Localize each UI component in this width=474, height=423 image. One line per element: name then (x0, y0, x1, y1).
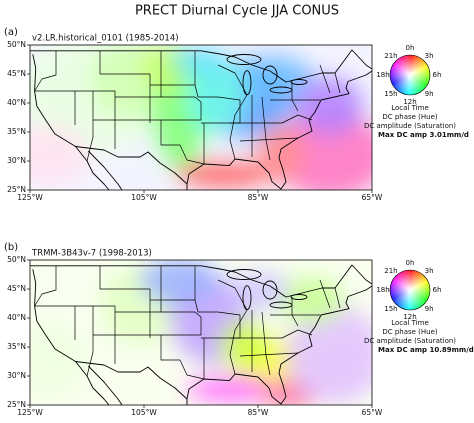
lat-tick-label: 50°N (7, 255, 26, 264)
lat-tick-label: 40°N (7, 98, 26, 107)
map-blob (30, 125, 90, 185)
map-blob (140, 260, 220, 305)
lat-tick-label: 35°N (7, 127, 26, 136)
panel-label: (a) (4, 27, 18, 38)
lat-tick-label: 40°N (7, 313, 26, 322)
wheel-hour-label: 21h (384, 267, 397, 275)
map-blob (30, 320, 90, 400)
lon-tick-label: 105°W (131, 193, 157, 202)
lon-tick-label: 85°W (248, 193, 269, 202)
lon-tick-label: 85°W (248, 408, 269, 417)
wheel-caption: DC amplitude (Saturation) (364, 122, 456, 130)
lat-tick-label: 25°N (7, 400, 26, 409)
wheel-hour-label: 9h (425, 305, 434, 313)
wheel-hour-label: 3h (425, 52, 434, 60)
map-frame (29, 259, 373, 406)
lat-tick-label: 25°N (7, 185, 26, 194)
lat-tick-label: 30°N (7, 156, 26, 165)
map-field (30, 260, 372, 405)
map-blob (170, 45, 230, 75)
wheel-hour-label: 18h (376, 71, 389, 79)
wheel-hour-label: 12h (403, 313, 416, 321)
wheel-hour-label: 21h (384, 52, 397, 60)
lat-tick-label: 35°N (7, 342, 26, 351)
color-wheel (389, 269, 431, 311)
lat-tick-label: 45°N (7, 284, 26, 293)
map-field (30, 45, 372, 190)
wheel-rim (389, 54, 431, 96)
wheel-hour-label: 3h (425, 267, 434, 275)
panel-subtitle: v2.LR.historical_0101 (1985-2014) (32, 34, 179, 44)
wheel-hour-label: 6h (433, 286, 442, 294)
lat-tick-label: 30°N (7, 371, 26, 380)
wheel-hour-label: 15h (384, 305, 397, 313)
lon-tick-label: 125°W (17, 193, 43, 202)
wheel-hour-label: 0h (406, 44, 415, 52)
wheel-hour-label: 18h (376, 286, 389, 294)
map-blob (275, 275, 345, 325)
wheel-caption: Local Time (391, 319, 429, 327)
figure-title: PRECT Diurnal Cycle JJA CONUS (135, 4, 339, 19)
lon-tick-label: 125°W (17, 408, 43, 417)
color-wheel (389, 54, 431, 96)
lon-tick-label: 105°W (131, 408, 157, 417)
map-blob (230, 270, 290, 310)
wheel-fade (390, 270, 430, 310)
map-frame (29, 44, 373, 191)
lat-tick-label: 50°N (7, 40, 26, 49)
map-blob (185, 375, 275, 405)
lon-tick-label: 65°W (362, 193, 383, 202)
lat-tick-label: 45°N (7, 69, 26, 78)
wheel-rim (389, 269, 431, 311)
wheel-caption: DC phase (Hue) (382, 328, 438, 336)
max-amplitude: Max DC amp 3.01mm/d (378, 131, 469, 139)
max-amplitude: Max DC amp 10.89mm/d (378, 346, 474, 354)
wheel-caption: DC amplitude (Saturation) (364, 337, 456, 345)
panel-subtitle: TRMM-3B43v-7 (1998-2013) (31, 249, 152, 259)
wheel-caption: DC phase (Hue) (382, 113, 438, 121)
map-blob (175, 161, 275, 189)
wheel-hour-label: 9h (425, 90, 434, 98)
map-blobs (30, 45, 372, 190)
wheel-fade (390, 55, 430, 95)
wheel-hour-label: 12h (403, 98, 416, 106)
map-blob (285, 305, 372, 405)
wheel-hour-label: 15h (384, 90, 397, 98)
lon-tick-label: 65°W (362, 408, 383, 417)
map-blob (220, 320, 270, 370)
wheel-caption: Local Time (391, 104, 429, 112)
wheel-hour-label: 0h (406, 259, 415, 267)
panel-label: (b) (4, 242, 18, 253)
wheel-hour-label: 6h (433, 71, 442, 79)
